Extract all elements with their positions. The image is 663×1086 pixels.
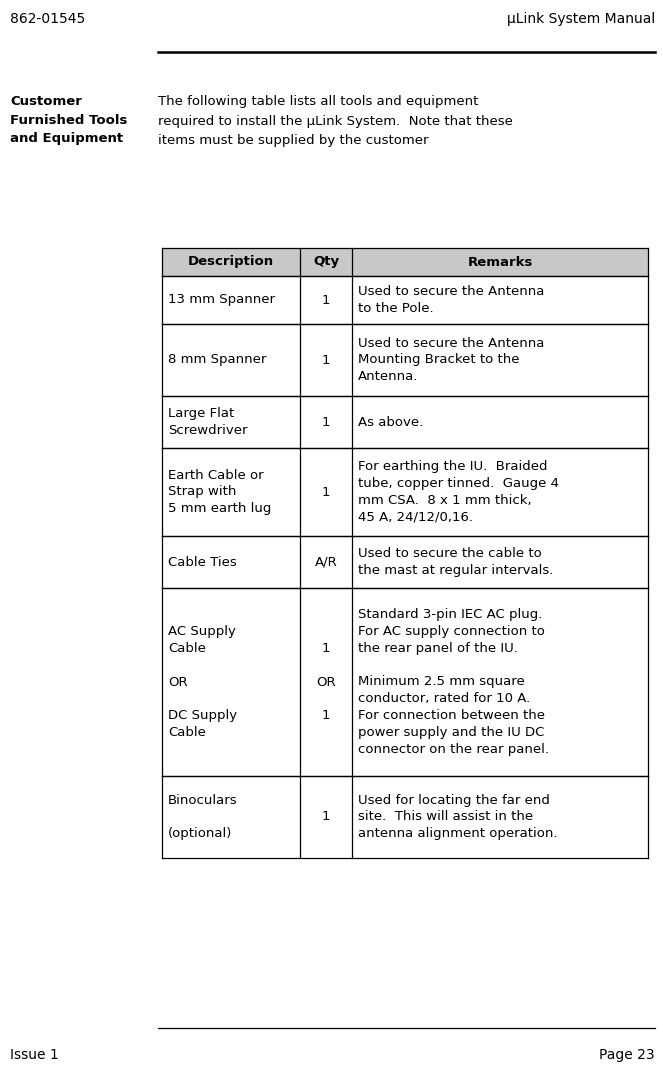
Text: Used for locating the far end
site.  This will assist in the
antenna alignment o: Used for locating the far end site. This… (358, 794, 558, 841)
Text: Remarks: Remarks (467, 255, 532, 268)
Text: Used to secure the cable to
the mast at regular intervals.: Used to secure the cable to the mast at … (358, 547, 554, 577)
Text: Used to secure the Antenna
Mounting Bracket to the
Antenna.: Used to secure the Antenna Mounting Brac… (358, 337, 544, 383)
Text: Used to secure the Antenna
to the Pole.: Used to secure the Antenna to the Pole. (358, 286, 544, 315)
Text: Binoculars

(optional): Binoculars (optional) (168, 794, 237, 841)
Text: 862-01545: 862-01545 (10, 12, 86, 26)
Text: Earth Cable or
Strap with
5 mm earth lug: Earth Cable or Strap with 5 mm earth lug (168, 469, 271, 515)
Text: Page 23: Page 23 (599, 1048, 655, 1062)
Text: AC Supply
Cable

OR

DC Supply
Cable: AC Supply Cable OR DC Supply Cable (168, 626, 237, 738)
Text: Customer
Furnished Tools
and Equipment: Customer Furnished Tools and Equipment (10, 94, 127, 146)
Text: 1

OR

1: 1 OR 1 (316, 642, 336, 722)
Text: 1: 1 (322, 485, 330, 498)
Text: 1: 1 (322, 416, 330, 429)
Text: The following table lists all tools and equipment
required to install the μLink : The following table lists all tools and … (158, 94, 513, 147)
Text: 1: 1 (322, 293, 330, 306)
Text: Description: Description (188, 255, 274, 268)
Text: 13 mm Spanner: 13 mm Spanner (168, 293, 275, 306)
Text: 1: 1 (322, 810, 330, 823)
Text: Large Flat
Screwdriver: Large Flat Screwdriver (168, 407, 247, 437)
Text: Qty: Qty (313, 255, 339, 268)
Text: Issue 1: Issue 1 (10, 1048, 59, 1062)
Text: A/R: A/R (315, 556, 337, 568)
Text: μLink System Manual: μLink System Manual (507, 12, 655, 26)
Text: For earthing the IU.  Braided
tube, copper tinned.  Gauge 4
mm CSA.  8 x 1 mm th: For earthing the IU. Braided tube, coppe… (358, 460, 559, 523)
Text: Standard 3-pin IEC AC plug.
For AC supply connection to
the rear panel of the IU: Standard 3-pin IEC AC plug. For AC suppl… (358, 608, 549, 756)
Text: 8 mm Spanner: 8 mm Spanner (168, 354, 267, 366)
Text: Cable Ties: Cable Ties (168, 556, 237, 568)
Bar (162, 248, 648, 276)
Text: As above.: As above. (358, 416, 423, 429)
Text: 1: 1 (322, 354, 330, 366)
